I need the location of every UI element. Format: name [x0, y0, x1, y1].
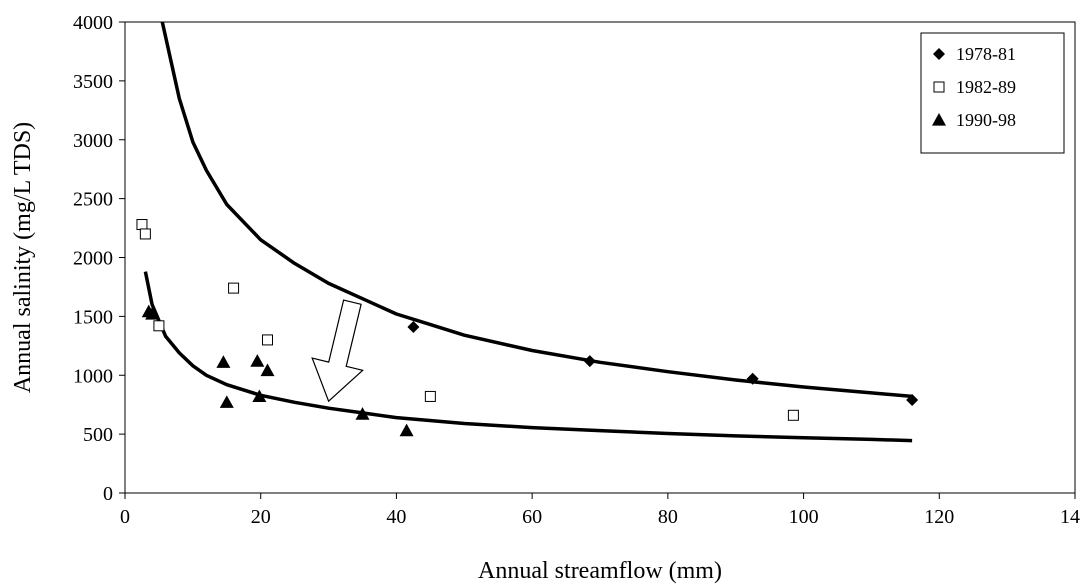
x-tick-label: 100	[789, 506, 819, 528]
point-1990-98	[355, 407, 370, 420]
legend-marker-1990-98	[932, 113, 946, 126]
x-axis-label: Annual streamflow (mm)	[478, 558, 722, 584]
point-1978-81	[746, 372, 759, 385]
point-1978-81	[407, 320, 420, 333]
point-1990-98	[145, 307, 160, 320]
x-tick-label: 20	[251, 506, 271, 528]
fitted-curves	[143, 21, 913, 443]
x-tick-label: 0	[120, 506, 130, 528]
y-tick-label: 2500	[73, 189, 113, 211]
y-tick-label: 1500	[73, 306, 113, 328]
legend: 1978-81 1982-89 1990-98	[920, 32, 1065, 154]
upper-curve	[160, 21, 913, 399]
legend-box	[920, 32, 1065, 154]
point-1978-81	[583, 355, 596, 368]
point-1982-89	[787, 409, 799, 421]
x-tick-label: 120	[924, 506, 954, 528]
trend-arrow	[311, 299, 364, 403]
point-1982-89	[136, 219, 148, 231]
point-1982-89	[139, 228, 151, 240]
legend-marker-1978-81	[933, 48, 945, 60]
point-1990-98	[399, 423, 414, 437]
point-1990-98	[252, 389, 267, 403]
point-1990-98	[250, 354, 265, 367]
y-tick-label: 4000	[73, 12, 113, 34]
x-tick-label: 80	[658, 506, 678, 528]
y-tick-label: 3000	[73, 130, 113, 152]
point-1982-89	[262, 334, 273, 346]
x-tick-label: 140	[1060, 506, 1080, 528]
y-tick-label: 1000	[73, 365, 113, 387]
y-tick-label: 2000	[73, 248, 113, 270]
legend-marker-1982-89	[933, 81, 945, 93]
point-1990-98	[219, 395, 234, 408]
arrow-shape	[311, 299, 364, 403]
axes: 0 500 1000 1500 2000 2500 3000 3500 4000 0 20 40 60 8…	[10, 12, 1080, 584]
lower-curve	[143, 271, 913, 443]
x-tick-label: 40	[386, 506, 406, 528]
legend-label: 1990-98	[956, 110, 1016, 130]
point-1982-89	[228, 282, 240, 294]
point-1990-98	[260, 363, 275, 377]
point-1982-89	[153, 320, 165, 332]
x-tick-label: 60	[522, 506, 542, 528]
point-1982-89	[424, 390, 436, 402]
data-points	[136, 219, 919, 437]
y-axis-label: Annual salinity (mg/L TDS)	[10, 122, 36, 393]
y-tick-label: 0	[103, 483, 113, 505]
legend-label: 1982-89	[956, 77, 1016, 97]
y-tick-label: 3500	[73, 71, 113, 93]
point-1990-98	[216, 355, 231, 368]
y-tick-label: 500	[83, 424, 113, 446]
legend-label: 1978-81	[956, 44, 1016, 64]
point-1978-81	[906, 393, 919, 406]
